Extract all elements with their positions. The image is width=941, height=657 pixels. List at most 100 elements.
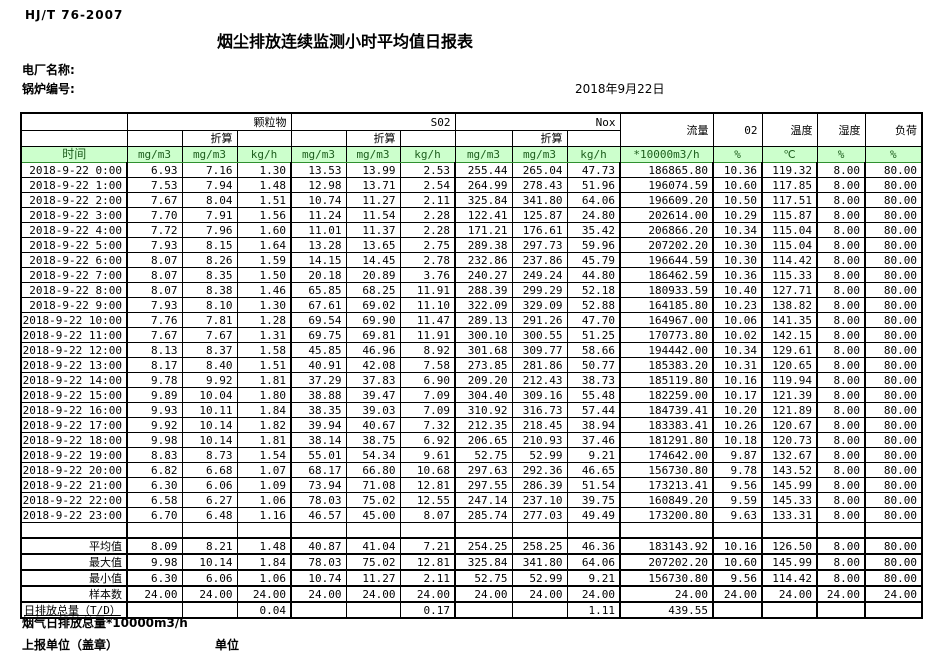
value-cell: 143.52 [761, 462, 818, 478]
value-cell: 11.91 [399, 282, 456, 298]
unit-cell: kg/h [399, 146, 456, 163]
value-cell: 8.13 [126, 342, 183, 358]
value-cell: 24.80 [566, 207, 621, 223]
value-cell: 24.00 [619, 585, 714, 603]
value-cell: 247.14 [454, 492, 513, 508]
value-cell: 9.21 [566, 447, 621, 463]
value-cell: 80.00 [864, 537, 923, 555]
value-cell: 232.86 [454, 252, 513, 268]
value-cell: 67.61 [290, 297, 347, 313]
value-cell: 141.35 [761, 312, 818, 328]
blank-cell [511, 522, 568, 539]
table-row: 2018-9-22 1:00 7.53 7.94 1.48 12.98 13.71 2.54… [20, 177, 923, 193]
value-cell: 80.00 [864, 297, 923, 313]
value-cell: 2.28 [399, 207, 456, 223]
value-cell: 7.21 [399, 537, 456, 555]
value-cell: 206.65 [454, 432, 513, 448]
value-cell: 185119.80 [619, 372, 714, 388]
value-cell: 186462.59 [619, 267, 714, 283]
time-cell: 2018-9-22 16:00 [20, 402, 128, 418]
value-cell: 322.09 [454, 297, 513, 313]
value-cell: 7.91 [181, 207, 238, 223]
value-cell: 7.96 [181, 222, 238, 238]
value-cell: 51.25 [566, 327, 621, 343]
value-cell: 120.65 [761, 357, 818, 373]
blank-cell [454, 522, 513, 539]
value-cell: 52.18 [566, 282, 621, 298]
value-cell: 52.88 [566, 297, 621, 313]
value-cell: 218.45 [511, 417, 568, 433]
value-cell: 52.99 [511, 447, 568, 463]
table-row: 2018-9-22 12:00 8.13 8.37 1.58 45.85 46.96 8.9… [20, 342, 923, 358]
unit-cell: % [712, 146, 763, 163]
value-cell: 1.56 [236, 207, 292, 223]
value-cell: 11.47 [399, 312, 456, 328]
time-col-blank [20, 130, 128, 147]
value-cell: 8.10 [181, 297, 238, 313]
value-cell: 145.33 [761, 492, 818, 508]
summary-row: 平均值 8.09 8.21 1.48 40.87 41.04 7.21 254.25 258.2… [20, 537, 923, 555]
unit-cell: mg/m3 [454, 146, 513, 163]
value-cell: 1.80 [236, 387, 292, 403]
value-cell: 0.04 [236, 601, 292, 619]
value-cell: 10.74 [290, 192, 347, 208]
time-cell: 2018-9-22 2:00 [20, 192, 128, 208]
time-col-blank [20, 112, 128, 131]
value-cell: 13.65 [345, 237, 401, 253]
value-cell: 14.45 [345, 252, 401, 268]
table-row: 2018-9-22 17:00 9.92 10.14 1.82 39.94 40.67 7.… [20, 417, 923, 433]
value-cell: 6.82 [126, 462, 183, 478]
unit-cell: ℃ [761, 146, 818, 163]
value-cell: 10.30 [712, 237, 763, 253]
value-cell: 115.87 [761, 207, 818, 223]
value-cell: 6.27 [181, 492, 238, 508]
col-flow: 流量 [619, 112, 714, 147]
value-cell: 12.55 [399, 492, 456, 508]
blank-cell [399, 522, 456, 539]
value-cell: 57.44 [566, 402, 621, 418]
value-cell: 10.34 [712, 342, 763, 358]
summary-row: 最大值 9.98 10.14 1.84 78.03 75.02 12.81 325.84 341… [20, 553, 923, 571]
value-cell: 10.36 [712, 267, 763, 283]
value-cell: 291.26 [511, 312, 568, 328]
value-cell: 288.39 [454, 282, 513, 298]
value-cell: 35.42 [566, 222, 621, 238]
time-cell: 2018-9-22 11:00 [20, 327, 128, 343]
value-cell: 164185.80 [619, 297, 714, 313]
unit-cell: *10000m3/h [619, 146, 714, 163]
value-cell: 207202.20 [619, 237, 714, 253]
col-group-particulate: 颗粒物 [126, 112, 292, 131]
value-cell: 7.93 [126, 297, 183, 313]
table-row: 2018-9-22 18:00 9.98 10.14 1.81 38.14 38.75 6.… [20, 432, 923, 448]
value-cell: 1.82 [236, 417, 292, 433]
value-cell: 176.61 [511, 222, 568, 238]
time-cell: 2018-9-22 12:00 [20, 342, 128, 358]
value-cell: 119.32 [761, 162, 818, 178]
value-cell: 39.03 [345, 402, 401, 418]
value-cell: 8.17 [126, 357, 183, 373]
value-cell: 47.70 [566, 312, 621, 328]
value-cell: 2.78 [399, 252, 456, 268]
unit-cell: mg/m3 [126, 146, 183, 163]
value-cell: 8.00 [816, 417, 866, 433]
value-cell: 277.03 [511, 507, 568, 523]
value-cell: 8.92 [399, 342, 456, 358]
value-cell: 289.38 [454, 237, 513, 253]
value-cell: 80.00 [864, 177, 923, 193]
value-cell: 1.51 [236, 192, 292, 208]
value-cell: 265.04 [511, 162, 568, 178]
value-cell: 132.67 [761, 447, 818, 463]
value-cell: 1.81 [236, 432, 292, 448]
value-cell: 37.83 [345, 372, 401, 388]
value-cell: 115.04 [761, 237, 818, 253]
value-cell: 9.92 [181, 372, 238, 388]
value-cell: 8.00 [816, 507, 866, 523]
value-cell: 10.30 [712, 252, 763, 268]
value-cell: 8.37 [181, 342, 238, 358]
unit-cell: % [864, 146, 923, 163]
value-cell [761, 601, 818, 619]
value-cell: 80.00 [864, 447, 923, 463]
value-cell: 10.40 [712, 282, 763, 298]
value-cell: 66.80 [345, 462, 401, 478]
blank-subheader [399, 130, 456, 147]
